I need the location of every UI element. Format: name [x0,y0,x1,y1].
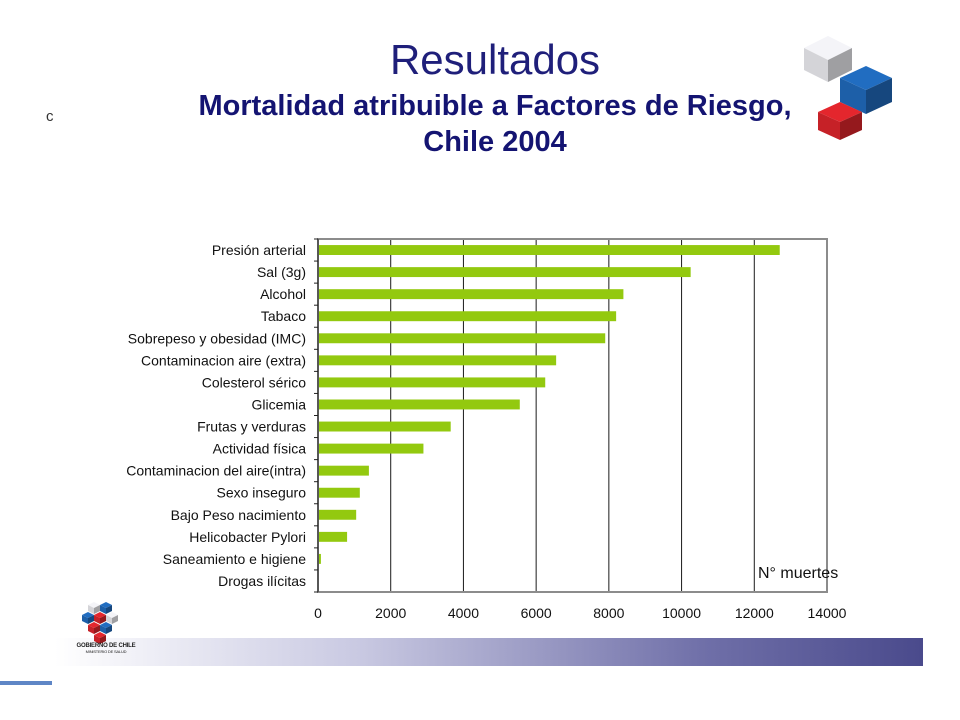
bar [318,531,348,542]
category-label: Colesterol sérico [202,374,306,390]
bar [318,355,557,366]
gov-logo-cube [94,615,100,624]
subtitle-line-2: Chile 2004 [423,126,567,158]
government-logo [82,602,118,644]
x-tick-label: 14000 [808,605,847,621]
category-label: Saneamiento e higiene [163,551,306,567]
gov-logo-cube [88,605,94,614]
category-label: Tabaco [261,308,306,324]
footer-accent-line [0,681,52,685]
x-tick-label: 12000 [735,605,774,621]
ministry-cube-logo [804,36,892,140]
gov-logo-line-2: MINISTERIO DE SALUD [85,649,127,654]
gov-logo-cube [94,635,100,644]
gov-logo-line-1: GOBIERNO DE CHILE [76,643,136,649]
category-label: Sexo inseguro [216,485,306,501]
x-tick-labels: 0 2000 4000 6000 8000 10000 12000 14000 [314,605,847,621]
bar [318,553,321,564]
gov-logo-cube [100,635,106,644]
cube-red [818,102,862,140]
bar [318,377,546,388]
units-annotation: N° muertes [758,565,838,582]
bar [318,311,617,322]
gov-logo-cube [106,605,112,614]
category-label: Sobrepeso y obesidad (IMC) [128,330,306,346]
government-logo-text: GOBIERNO DE CHILE MINISTERIO DE SALUD [66,643,146,655]
x-tick-label: 2000 [375,605,406,621]
bar [318,245,780,255]
stray-mark: c [46,108,54,125]
bar [318,289,624,300]
x-tick-label: 0 [314,605,322,621]
gov-logo-cube [100,605,106,614]
x-tick-label: 6000 [521,605,552,621]
category-label: Sal (3g) [257,264,306,280]
gov-logo-cube [88,615,94,624]
x-tick-label: 4000 [448,605,479,621]
category-label: Contaminacion aire (extra) [141,352,306,368]
bar [318,267,691,278]
x-tick-label: 8000 [593,605,624,621]
slide-title: Resultados [389,36,601,83]
bar [318,465,369,476]
bar [318,399,520,410]
cube-blue [840,66,892,114]
gov-logo-cube [94,625,100,634]
gov-logo-cube [100,625,106,634]
bar [318,509,357,520]
x-tick-label: 10000 [662,605,701,621]
slide-subtitle: Mortalidad atribuible a Factores de Ries… [0,88,960,160]
category-label: Frutas y verduras [197,419,306,435]
bar [318,421,451,432]
category-label: Bajo Peso nacimiento [171,507,307,523]
gov-logo-cube [100,615,106,624]
category-label: Helicobacter Pylori [189,529,306,545]
category-label: Actividad física [213,441,307,457]
bar [318,487,360,498]
gov-logo-cube [112,615,118,624]
gov-logo-cube [94,605,100,614]
footer-gradient-band [55,638,923,666]
category-label: Alcohol [260,286,306,302]
category-label: Glicemia [252,396,307,412]
category-label: Drogas ilícitas [218,573,306,589]
chart-frame [314,238,828,593]
gov-logo-cube [106,615,112,624]
category-label: Presión arterial [212,242,306,258]
gov-logo-cube [82,615,88,624]
chart-bars [318,245,780,564]
category-labels: Presión arterial Sal (3g) Alcohol Tabaco Sob… [126,242,306,589]
cube-gray [804,36,852,82]
subtitle-line-1: Mortalidad atribuible a Factores de Ries… [198,90,792,122]
bar [318,443,424,454]
bar [318,333,606,344]
gov-logo-cube [88,625,94,634]
gov-logo-cube [106,625,112,634]
category-label: Contaminacion del aire(intra) [126,463,306,479]
